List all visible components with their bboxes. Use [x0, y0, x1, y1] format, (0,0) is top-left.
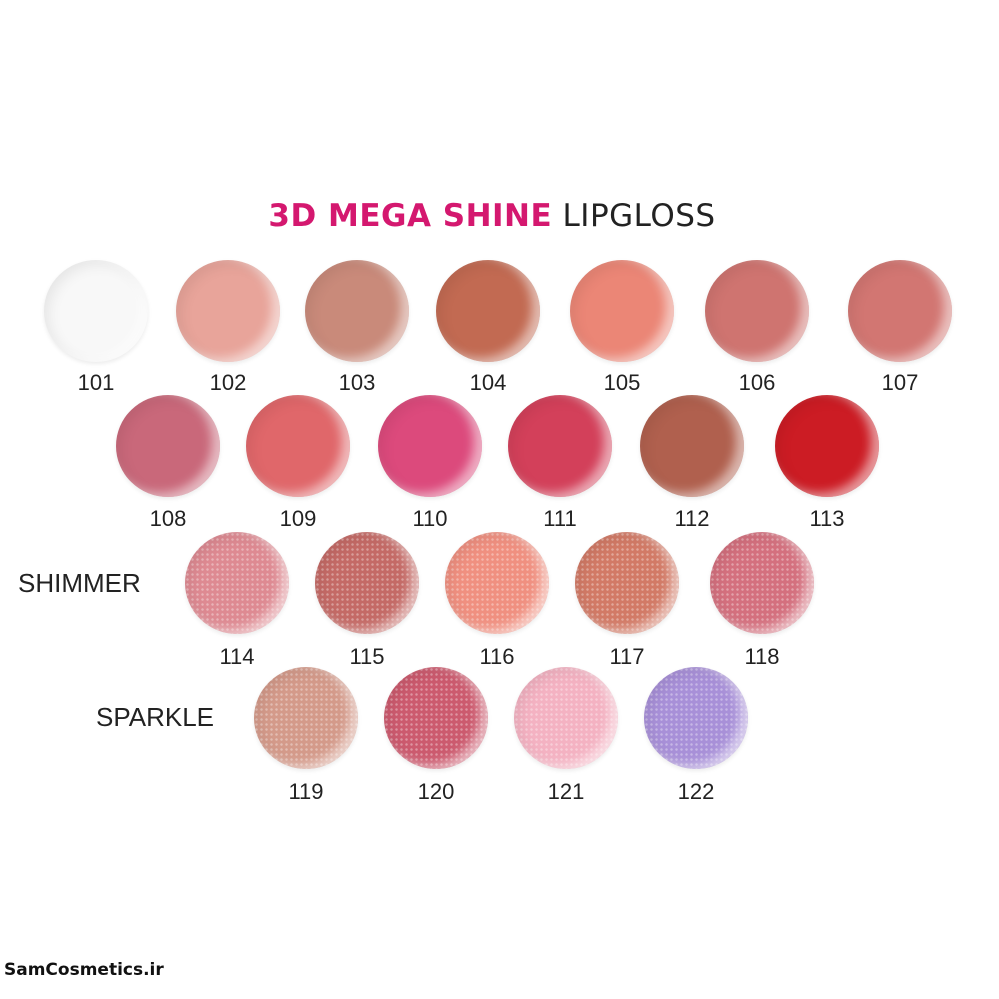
- swatch-104: [436, 260, 540, 362]
- swatch-103: [305, 260, 409, 362]
- swatch-label: 116: [479, 644, 515, 669]
- category-shimmer: SHIMMER: [18, 568, 141, 598]
- swatch-label: 112: [674, 506, 710, 531]
- swatch-label: 111: [543, 506, 577, 531]
- swatch-110: [378, 395, 482, 497]
- swatch-label: 107: [881, 370, 919, 395]
- swatch-113: [775, 395, 879, 497]
- swatch-112: [640, 395, 744, 497]
- swatch-label: 117: [609, 644, 645, 669]
- swatch-111: [508, 395, 612, 497]
- swatch-115: [315, 532, 419, 634]
- swatch-label: 119: [288, 779, 324, 804]
- swatch-label: 103: [338, 370, 376, 395]
- swatch-label: 102: [209, 370, 247, 395]
- title-rest: LIPGLOSS: [562, 198, 716, 234]
- swatch-label: 104: [469, 370, 507, 395]
- swatch-label: 118: [744, 644, 780, 669]
- swatch-114: [185, 532, 289, 634]
- swatch-109: [246, 395, 350, 497]
- page-title: 3D MEGA SHINE LIPGLOSS: [0, 198, 984, 234]
- swatch-122: [644, 667, 748, 769]
- swatch-label: 113: [809, 506, 845, 531]
- swatch-label: 120: [417, 779, 455, 804]
- watermark: SamCosmetics.ir: [4, 960, 164, 980]
- swatch-120: [384, 667, 488, 769]
- swatch-label: 108: [149, 506, 187, 531]
- swatch-116: [445, 532, 549, 634]
- swatch-label: 105: [603, 370, 641, 395]
- swatch-119: [254, 667, 358, 769]
- swatch-102: [176, 260, 280, 362]
- swatch-label: 122: [677, 779, 715, 804]
- swatch-label: 106: [738, 370, 776, 395]
- swatch-117: [575, 532, 679, 634]
- category-sparkle: SPARKLE: [96, 702, 215, 732]
- swatch-label: 110: [412, 506, 448, 531]
- swatch-121: [514, 667, 618, 769]
- swatch-107: [848, 260, 952, 362]
- swatch-118: [710, 532, 814, 634]
- swatch-label: 115: [349, 644, 385, 669]
- swatch-label: 114: [219, 644, 255, 669]
- swatch-label: 109: [279, 506, 317, 531]
- title-accent: 3D MEGA SHINE: [268, 198, 553, 234]
- swatch-101: [44, 260, 148, 362]
- swatch-106: [705, 260, 809, 362]
- swatch-label: 121: [547, 779, 585, 804]
- swatch-label: 101: [77, 370, 115, 395]
- swatch-108: [116, 395, 220, 497]
- swatch-105: [570, 260, 674, 362]
